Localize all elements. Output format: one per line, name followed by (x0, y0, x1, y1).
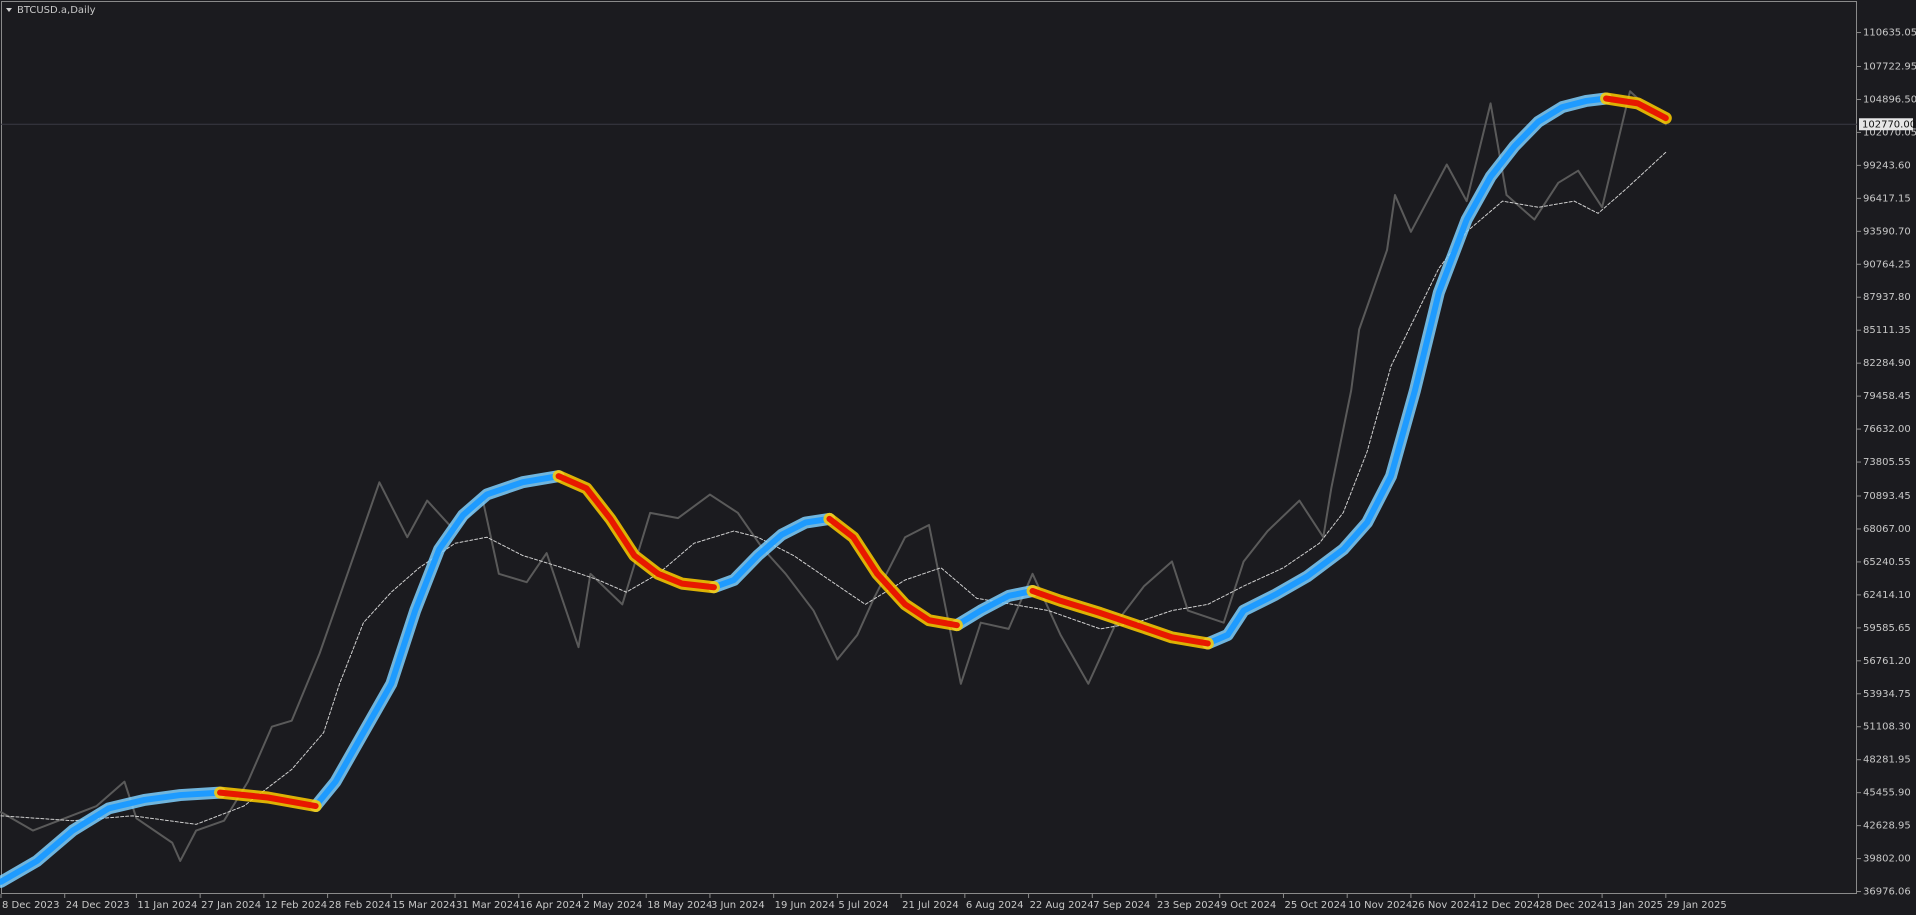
y-tick-label: 56761.20 (1863, 656, 1911, 667)
x-tick-label: 26 Nov 2024 (1412, 900, 1476, 911)
x-tick-label: 13 Jan 2025 (1603, 900, 1663, 911)
y-tick-label: 102070.05 (1863, 127, 1916, 138)
y-tick-label: 53934.75 (1863, 689, 1911, 700)
chart-title: BTCUSD.a,Daily (17, 5, 96, 16)
indicator-line (1204, 95, 1610, 647)
y-tick-label: 90764.25 (1863, 259, 1911, 270)
x-tick-label: 6 Aug 2024 (966, 900, 1024, 911)
x-tick-label: 5 Jul 2024 (838, 900, 888, 911)
y-tick-label: 68067.00 (1863, 524, 1911, 535)
x-tick-label: 18 May 2024 (647, 900, 712, 911)
indicator-line (826, 515, 960, 629)
y-tick-label: 65240.55 (1863, 557, 1911, 568)
x-tick-label: 27 Jan 2024 (201, 900, 261, 911)
x-tick-label: 31 Mar 2024 (456, 900, 519, 911)
y-tick-label: 51108.30 (1863, 722, 1911, 733)
x-tick-label: 22 Aug 2024 (1030, 900, 1094, 911)
x-tick-label: 7 Sep 2024 (1093, 900, 1150, 911)
y-tick-label: 87937.80 (1863, 292, 1911, 303)
indicator-line (1029, 587, 1211, 647)
x-tick-label: 3 Jun 2024 (711, 900, 765, 911)
indicator-line (555, 473, 717, 591)
indicator-line (312, 473, 562, 810)
price-line (0, 90, 1667, 862)
x-tick-label: 19 Jun 2024 (775, 900, 835, 911)
x-tick-label: 9 Oct 2024 (1221, 900, 1276, 911)
y-tick-label: 70893.45 (1863, 491, 1911, 502)
x-tick-label: 28 Feb 2024 (329, 900, 391, 911)
indicator-line (1603, 95, 1669, 122)
y-tick-label: 42628.95 (1863, 821, 1911, 832)
x-tick-label: 23 Sep 2024 (1157, 900, 1220, 911)
y-tick-label: 73805.55 (1863, 457, 1911, 468)
y-tick-label: 82284.90 (1863, 358, 1911, 369)
x-tick-label: 21 Jul 2024 (902, 900, 959, 911)
last-price-label: 102770.00 (1862, 119, 1916, 130)
menu-arrow[interactable] (6, 8, 12, 12)
x-tick-label: 11 Jan 2024 (137, 900, 197, 911)
x-tick-label: 24 Dec 2023 (66, 900, 130, 911)
y-tick-label: 45455.90 (1863, 788, 1911, 799)
x-tick-label: 2 May 2024 (583, 900, 642, 911)
indicator-line (710, 515, 833, 591)
x-tick-label: 25 Oct 2024 (1284, 900, 1346, 911)
y-tick-label: 59585.65 (1863, 623, 1911, 634)
y-tick-label: 48281.95 (1863, 755, 1911, 766)
x-tick-label: 28 Dec 2024 (1539, 900, 1603, 911)
y-tick-label: 62414.10 (1863, 590, 1911, 601)
y-tick-label: 36976.06 (1863, 887, 1911, 898)
indicator-line (953, 587, 1036, 629)
y-tick-label: 39802.00 (1863, 854, 1911, 865)
x-tick-label: 16 Apr 2024 (520, 900, 582, 911)
last-price-box (1859, 118, 1913, 131)
x-tick-label: 10 Nov 2024 (1348, 900, 1412, 911)
x-tick-label: 12 Dec 2024 (1476, 900, 1540, 911)
x-tick-label: 12 Feb 2024 (265, 900, 327, 911)
moving-average (0, 151, 1667, 825)
indicator-line (0, 789, 224, 885)
y-tick-label: 76632.00 (1863, 424, 1911, 435)
y-tick-label: 85111.35 (1863, 325, 1911, 336)
x-tick-label: 15 Mar 2024 (392, 900, 455, 911)
y-tick-label: 79458.45 (1863, 391, 1911, 402)
x-tick-label: 29 Jan 2025 (1667, 900, 1727, 911)
plot-frame (1, 1, 1857, 894)
y-tick-label: 99243.60 (1863, 160, 1911, 171)
x-tick-label: 8 Dec 2023 (2, 900, 60, 911)
y-tick-label: 104896.50 (1863, 94, 1916, 105)
y-tick-label: 107722.95 (1863, 62, 1916, 73)
y-tick-label: 93590.70 (1863, 226, 1911, 237)
y-tick-label: 110635.05 (1863, 28, 1916, 39)
indicator-line (217, 789, 319, 810)
y-tick-label: 96417.15 (1863, 193, 1911, 204)
